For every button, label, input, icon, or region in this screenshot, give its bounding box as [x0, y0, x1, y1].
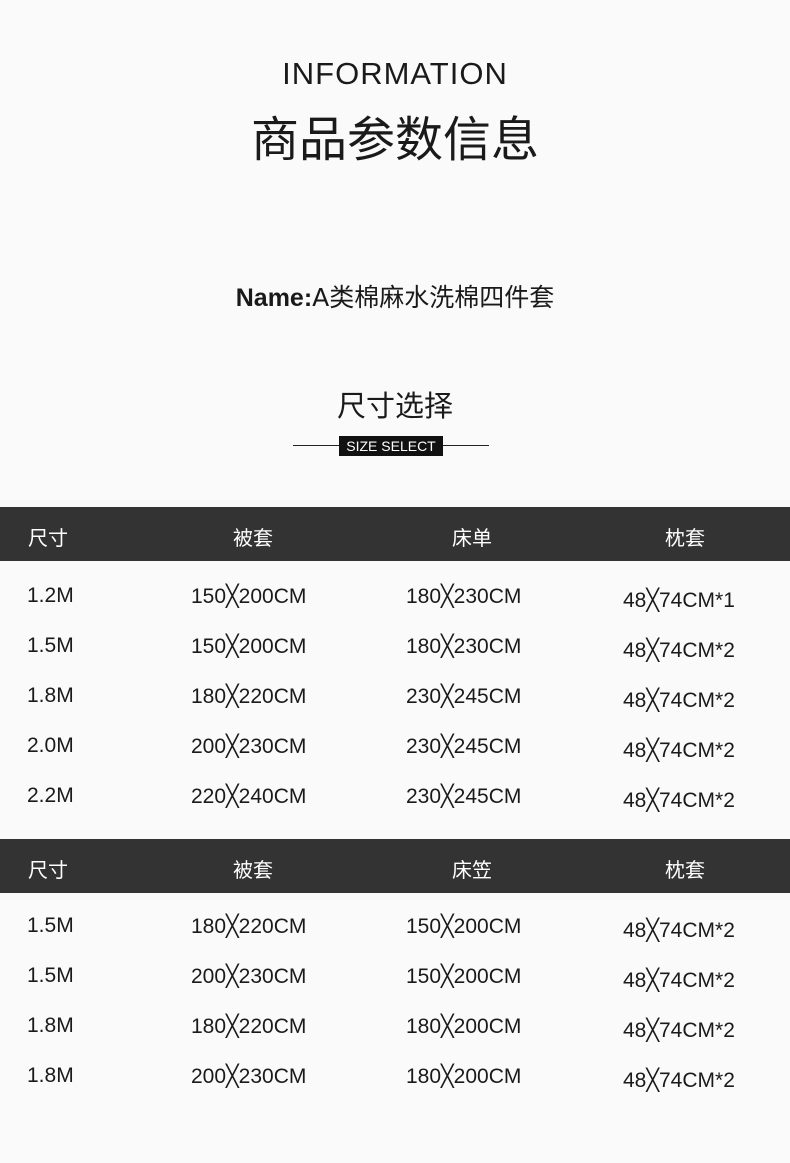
table-cell: 150╳200CM	[191, 585, 307, 608]
table-cell: 180╳220CM	[191, 915, 307, 938]
column-header: 尺寸	[28, 858, 68, 882]
table-cell: 180╳200CM	[406, 1065, 522, 1088]
column-header: 枕套	[665, 526, 705, 550]
table-cell: 200╳230CM	[191, 965, 307, 988]
table-cell: 1.5M	[27, 914, 74, 937]
table-cell: 48╳74CM*1	[623, 589, 735, 612]
column-header: 被套	[233, 858, 273, 882]
product-name: Name:A类棉麻水洗棉四件套	[0, 278, 790, 314]
table-cell: 230╳245CM	[406, 785, 522, 808]
table-cell: 220╳240CM	[191, 785, 307, 808]
table-row: 1.5M 200╳230CM 150╳200CM 48╳74CM*2	[0, 964, 790, 994]
heading-cn: 商品参数信息	[250, 112, 539, 168]
table-cell: 48╳74CM*2	[623, 789, 735, 812]
table-cell: 1.5M	[27, 964, 74, 987]
table-cell: 48╳74CM*2	[623, 919, 735, 942]
table-row: 1.5M 180╳220CM 150╳200CM 48╳74CM*2	[0, 914, 790, 944]
table-cell: 180╳200CM	[406, 1015, 522, 1038]
table-cell: 2.2M	[27, 784, 74, 807]
table-cell: 1.8M	[27, 1064, 74, 1087]
table-cell: 48╳74CM*2	[623, 969, 735, 992]
table-row: 2.0M 200╳230CM 230╳245CM 48╳74CM*2	[0, 734, 790, 764]
table-cell: 1.8M	[27, 1014, 74, 1037]
table-cell: 180╳220CM	[191, 1015, 307, 1038]
table-cell: 1.2M	[27, 584, 74, 607]
table-row: 1.2M 150╳200CM 180╳230CM 48╳74CM*1	[0, 584, 790, 614]
table-cell: 48╳74CM*2	[623, 689, 735, 712]
column-header: 枕套	[665, 858, 705, 882]
table-cell: 150╳200CM	[191, 635, 307, 658]
column-header: 床笠	[452, 858, 492, 882]
column-header: 尺寸	[28, 526, 68, 550]
table-cell: 48╳74CM*2	[623, 1019, 735, 1042]
table-cell: 2.0M	[27, 734, 74, 757]
table-cell: 230╳245CM	[406, 735, 522, 758]
table-row: 1.8M 200╳230CM 180╳200CM 48╳74CM*2	[0, 1064, 790, 1094]
table-cell: 150╳200CM	[406, 915, 522, 938]
table-header: 尺寸 被套 床笠 枕套	[0, 839, 790, 893]
table-cell: 48╳74CM*2	[623, 739, 735, 762]
table-header: 尺寸 被套 床单 枕套	[0, 507, 790, 561]
table-row: 2.2M 220╳240CM 230╳245CM 48╳74CM*2	[0, 784, 790, 814]
table-cell: 200╳230CM	[191, 1065, 307, 1088]
table-cell: 200╳230CM	[191, 735, 307, 758]
heading-en: INFORMATION	[282, 56, 508, 91]
column-header: 床单	[452, 526, 492, 550]
table-cell: 230╳245CM	[406, 685, 522, 708]
size-section-title: 尺寸选择	[336, 389, 453, 423]
table-row: 1.8M 180╳220CM 230╳245CM 48╳74CM*2	[0, 684, 790, 714]
name-value: A类棉麻水洗棉四件套	[312, 283, 555, 312]
table-cell: 48╳74CM*2	[623, 639, 735, 662]
table-cell: 48╳74CM*2	[623, 1069, 735, 1092]
table-cell: 150╳200CM	[406, 965, 522, 988]
name-label: Name:	[235, 284, 313, 312]
table-cell: 180╳220CM	[191, 685, 307, 708]
table-cell: 180╳230CM	[406, 585, 522, 608]
column-header: 被套	[233, 526, 273, 550]
table-cell: 1.5M	[27, 634, 74, 657]
table-cell: 1.8M	[27, 684, 74, 707]
size-select-badge: SIZE SELECT	[339, 436, 443, 456]
table-row: 1.5M 150╳200CM 180╳230CM 48╳74CM*2	[0, 634, 790, 664]
table-row: 1.8M 180╳220CM 180╳200CM 48╳74CM*2	[0, 1014, 790, 1044]
table-cell: 180╳230CM	[406, 635, 522, 658]
